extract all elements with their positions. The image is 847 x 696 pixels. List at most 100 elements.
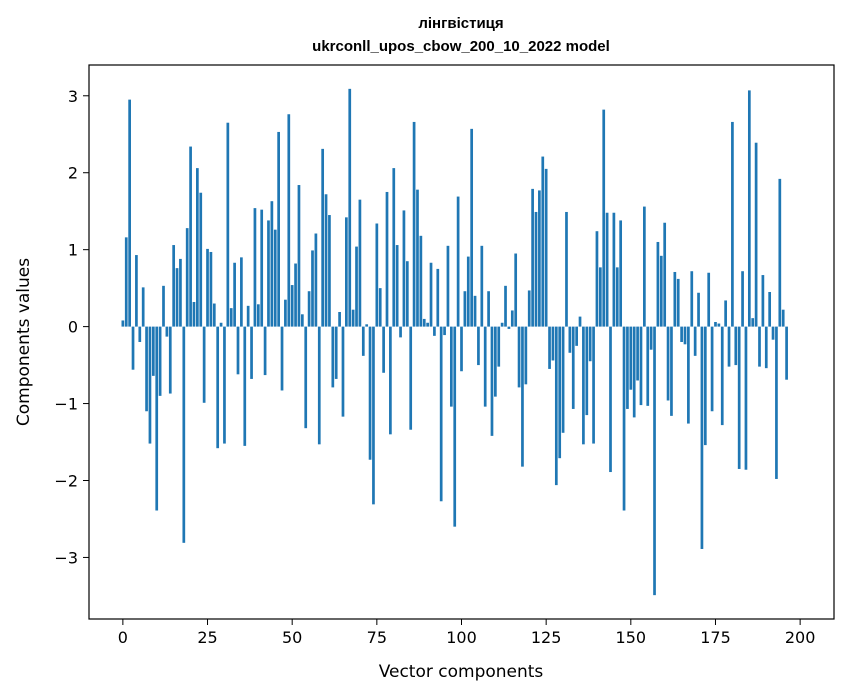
bar-90 [426,322,429,327]
bar-177 [720,326,724,426]
bar-43 [267,220,270,327]
bar-40 [256,304,260,327]
bar-34 [236,326,240,375]
bar-138 [588,326,592,362]
bar-185 [747,90,751,327]
bar-191 [768,291,772,327]
bar-193 [775,326,778,479]
bar-20 [189,146,192,327]
bar-97 [449,326,453,407]
bar-181 [734,326,738,366]
bar-190 [764,326,768,369]
bar-92 [433,326,436,336]
bar-21 [192,301,196,327]
bar-42 [263,326,267,376]
bar-48 [284,299,287,327]
bar-159 [659,255,663,327]
bar-13 [165,326,169,337]
bar-55 [307,291,311,327]
bar-123 [538,190,541,327]
bar-38 [250,326,253,379]
bar-17 [179,258,182,327]
bar-137 [585,326,589,416]
bar-73 [368,326,372,460]
bar-22 [196,168,199,327]
bar-140 [595,231,599,327]
bars-group [121,88,788,596]
bar-184 [744,326,748,470]
bar-111 [497,326,501,367]
bar-10 [155,326,159,511]
bar-183 [741,271,744,327]
bar-158 [656,241,660,327]
bar-104 [473,295,477,327]
bar-26 [209,251,213,327]
bar-15 [172,245,176,327]
bar-68 [351,309,355,327]
bar-1 [124,237,128,327]
y-tick-label: 0 [68,318,78,337]
bar-57 [314,233,318,327]
bar-151 [632,326,636,418]
bar-174 [710,326,714,412]
bar-59 [321,148,325,327]
bar-153 [639,326,643,406]
bar-30 [223,326,226,444]
bar-74 [372,326,375,505]
x-tick-label: 200 [785,628,816,647]
bar-33 [233,262,236,327]
chart-subtitle: ukrconll_upos_cbow_200_10_2022 model [312,38,610,55]
bar-119 [524,326,528,385]
bar-187 [754,142,758,327]
bar-182 [737,326,741,469]
bar-116 [514,253,518,327]
bar-63 [334,326,338,379]
bar-166 [683,326,687,345]
bar-161 [666,326,670,401]
chart-title: лінгвістиця [418,15,503,32]
bar-160 [663,222,667,327]
bar-165 [680,326,683,342]
bar-5 [138,326,142,342]
bar-83 [402,210,406,327]
bar-168 [690,271,694,327]
y-tick-label: 2 [68,164,78,183]
bar-24 [202,326,206,403]
bar-114 [507,326,511,329]
bar-108 [487,291,490,327]
bar-77 [382,326,385,373]
bar-62 [331,326,335,388]
bar-142 [602,109,606,327]
bar-8 [148,326,152,444]
bar-127 [551,326,555,361]
bar-89 [422,318,426,327]
bar-76 [378,288,382,327]
bar-122 [534,211,538,327]
bar-95 [443,326,446,336]
bar-173 [707,272,711,327]
bar-125 [544,168,548,327]
bar-87 [416,189,419,327]
bar-56 [311,250,314,327]
bar-46 [277,131,280,327]
bar-132 [568,326,572,353]
bar-60 [324,194,328,327]
bar-70 [358,199,362,327]
bar-105 [477,326,480,366]
bar-4 [135,255,138,327]
bar-163 [673,271,677,327]
bar-39 [253,208,257,327]
bar-136 [582,326,585,445]
bar-149 [626,326,629,409]
plot-frame [88,64,835,620]
x-tick-label: 50 [282,628,302,647]
bar-164 [676,278,680,327]
bar-118 [521,326,524,467]
bar-75 [375,223,379,327]
bar-98 [453,326,457,527]
bar-154 [643,206,646,327]
bar-45 [273,229,277,327]
bar-18 [182,326,186,543]
bar-150 [629,326,633,390]
bar-35 [240,257,243,327]
